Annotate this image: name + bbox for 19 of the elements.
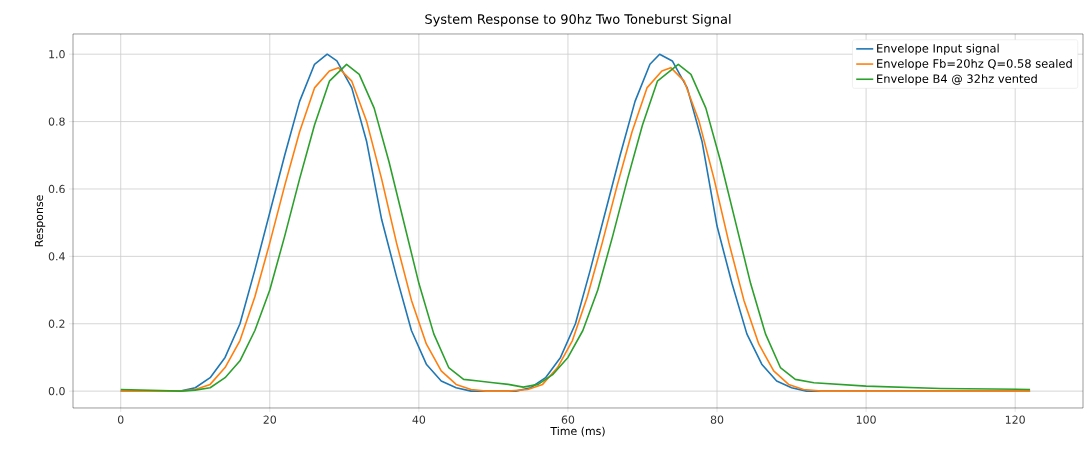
x-tick-label: 100 [856,415,876,424]
x-tick-label: 0 [117,415,124,424]
legend-label: Envelope Fb=20hz Q=0.58 sealed [877,58,1072,71]
y-tick-label: 0.4 [48,252,65,261]
x-tick-label: 120 [1005,415,1025,424]
legend-label: Envelope B4 @ 32hz vented [877,74,1037,86]
y-tick-label: 1.0 [49,50,65,59]
y-tick-label: 0.6 [48,184,65,194]
x-tick-label: 40 [412,415,426,424]
y-axis-title: Response [34,195,46,247]
x-tick-label: 80 [710,415,724,424]
chart-title: System Response to 90hz Two Toneburst Signal [425,13,731,27]
x-tick-label: 60 [561,415,575,424]
x-axis-title: Time (ms) [550,426,605,437]
legend-label: Envelope Input signal [877,43,999,55]
y-tick-label: 0.2 [48,319,65,328]
x-tick-label: 20 [263,415,277,424]
y-tick-label: 0.0 [48,387,65,396]
y-tick-label: 0.8 [48,117,65,126]
